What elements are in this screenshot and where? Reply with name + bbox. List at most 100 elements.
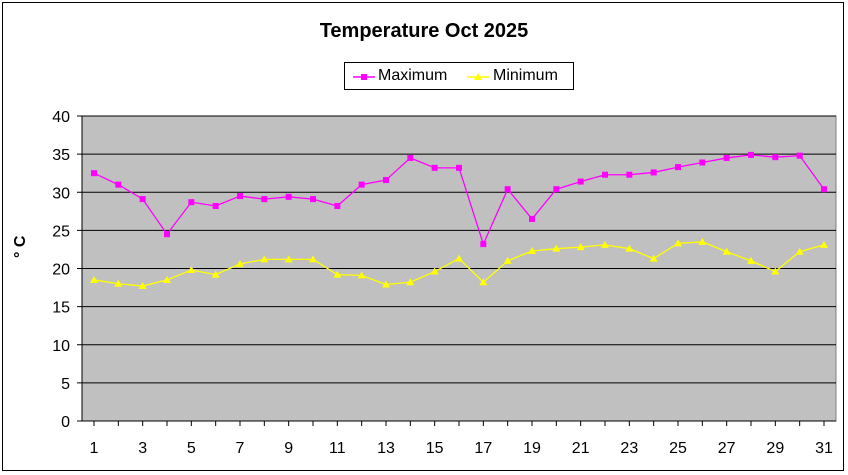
data-point-maximum [772,154,779,161]
data-point-maximum [675,164,681,171]
data-point-maximum [91,170,97,177]
legend-label-maximum: Maximum [378,67,448,84]
data-point-minimum [382,280,390,288]
data-point-minimum [747,256,755,264]
data-point-minimum [406,278,415,286]
data-point-minimum [576,243,585,251]
data-point-maximum [456,164,462,171]
data-point-maximum [285,193,292,200]
x-tick-label: 23 [620,440,638,457]
data-point-minimum [625,244,634,252]
data-point-maximum [431,164,438,171]
x-tick-label: 25 [669,440,687,457]
data-point-maximum [164,231,170,238]
data-point-maximum [699,159,706,166]
data-point-minimum [528,246,536,254]
y-tick-label: 35 [52,147,70,164]
data-point-maximum [602,171,608,178]
data-point-minimum [187,266,196,274]
y-tick-label: 30 [52,185,70,202]
data-point-maximum [748,151,754,158]
data-point-minimum [138,282,147,290]
data-point-minimum [357,271,366,279]
data-point-minimum [455,254,463,262]
x-tick-label: 19 [523,440,541,457]
x-tick-label: 5 [187,440,196,457]
data-point-minimum [552,244,561,252]
data-point-minimum [333,270,342,278]
data-point-minimum [649,254,658,262]
data-point-maximum [358,181,365,188]
data-point-maximum [504,186,511,193]
data-point-minimum [722,247,731,255]
x-tick-label: 21 [572,440,590,457]
data-point-maximum [334,202,341,209]
data-point-maximum [383,177,389,184]
y-tick-label: 20 [52,262,70,279]
data-point-minimum [771,267,780,275]
data-point-minimum [260,255,269,263]
y-tick-label: 5 [61,376,70,393]
data-point-minimum [795,247,804,255]
y-tick-label: 10 [52,338,70,355]
x-tick-label: 31 [815,440,833,457]
data-point-maximum [188,199,195,206]
data-point-maximum [529,215,535,222]
data-point-maximum [261,196,268,203]
legend-minimum-marker [474,73,482,80]
data-point-minimum [503,256,512,264]
y-tick-label: 25 [52,223,70,240]
data-point-minimum [430,267,439,275]
data-point-minimum [284,255,293,263]
data-point-minimum [698,237,707,245]
y-tick-label: 40 [52,109,70,126]
x-tick-label: 13 [377,440,395,457]
legend-maximum-marker [361,74,367,80]
x-tick-label: 7 [236,440,245,457]
data-point-maximum [796,152,803,159]
data-point-maximum [626,171,633,178]
y-tick-label: 0 [61,414,70,431]
x-tick-label: 11 [329,440,346,457]
x-tick-label: 9 [284,440,293,457]
x-tick-label: 29 [766,440,784,457]
legend-label-minimum: Minimum [493,67,558,84]
data-point-minimum [211,270,220,278]
data-point-minimum [820,240,828,248]
data-point-maximum [212,202,219,209]
data-point-minimum [236,259,244,267]
data-point-maximum [723,154,730,161]
data-point-minimum [90,275,98,283]
legend: Maximum Minimum [344,62,574,90]
data-point-minimum [479,278,488,286]
data-point-minimum [114,279,123,287]
legend-swatches [353,73,489,80]
data-point-maximum [407,154,414,161]
data-point-minimum [309,255,317,263]
x-tick-label: 17 [474,440,492,457]
data-point-maximum [553,186,560,193]
data-point-maximum [310,196,316,203]
data-point-maximum [480,241,487,248]
data-point-minimum [163,275,171,283]
x-tick-label: 3 [138,440,147,457]
axes [81,116,836,426]
data-point-maximum [821,186,827,193]
x-tick-label: 1 [90,440,99,457]
gridlines [77,115,836,422]
data-point-maximum [115,181,122,188]
data-point-maximum [237,193,243,200]
series-maximum [91,151,827,248]
data-point-maximum [577,178,584,185]
series-minimum [90,237,828,290]
chart-title: Temperature Oct 2025 [319,20,529,42]
data-point-maximum [139,196,146,203]
series-layer [90,151,828,290]
x-tick-label: 27 [718,440,736,457]
x-tick-label: 15 [426,440,444,457]
data-point-minimum [601,240,609,248]
data-point-maximum [650,169,657,176]
data-point-minimum [674,239,682,247]
